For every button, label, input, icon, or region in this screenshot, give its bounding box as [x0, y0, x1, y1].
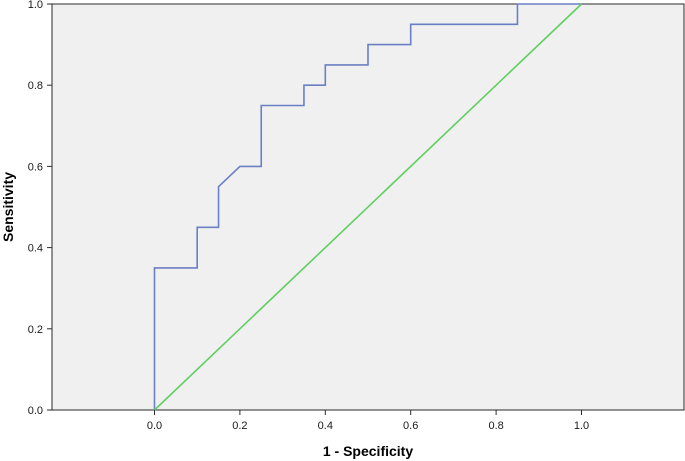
y-tick-label: 1.0	[28, 0, 43, 11]
y-tick-label: 0.0	[28, 405, 43, 417]
x-tick-label: 0.0	[147, 420, 162, 432]
x-tick-label: 0.2	[232, 420, 247, 432]
x-tick-label: 0.4	[318, 420, 333, 432]
ticks-layer: 0.0 0.2 0.4 0.6 0.8 1.0 0.0 0.2 0.4 0.6 0.8 1.0	[28, 0, 589, 432]
y-tick-label: 0.4	[28, 243, 43, 255]
x-tick-label: 0.8	[488, 420, 503, 432]
x-tick-label: 1.0	[574, 420, 589, 432]
series-layer	[153, 3, 583, 411]
y-tick-label: 0.2	[28, 324, 43, 336]
y-axis-title: Sensitivity	[0, 172, 16, 242]
y-tick-label: 0.6	[28, 161, 43, 173]
roc-curve-line	[153, 3, 582, 410]
reference-diagonal-line	[153, 3, 583, 411]
x-axis-title: 1 - Specificity	[323, 443, 413, 459]
y-tick-label: 0.8	[28, 80, 43, 92]
x-tick-label: 0.6	[403, 420, 418, 432]
